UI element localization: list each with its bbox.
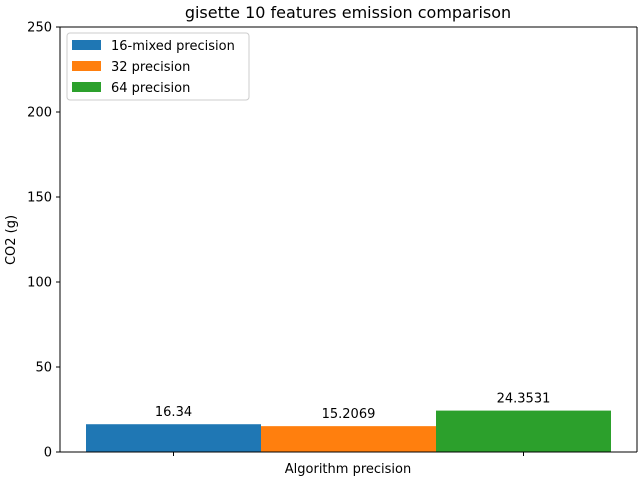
legend: 16-mixed precision 32 precision 64 precisi… (66, 32, 250, 101)
bar-32-precision (261, 426, 436, 452)
bars-group (86, 410, 611, 452)
y-tick-label: 150 (27, 191, 52, 206)
x-axis-ticks (173, 452, 524, 456)
y-tick-label: 0 (44, 446, 52, 461)
legend-label: 16-mixed precision (111, 39, 235, 54)
y-tick-label: 100 (27, 276, 52, 291)
chart-title: gisette 10 features emission comparison (185, 3, 511, 22)
legend-swatch (72, 61, 101, 71)
y-tick-label: 200 (27, 106, 52, 121)
y-axis-label: CO2 (g) (4, 215, 19, 265)
bar-value-label: 15.2069 (322, 407, 376, 422)
legend-swatch (72, 40, 101, 50)
y-axis-ticks: 0 50 100 150 200 250 (27, 21, 60, 461)
legend-swatch (72, 82, 101, 92)
x-axis-label: Algorithm precision (285, 462, 411, 477)
y-tick-label: 250 (27, 21, 52, 36)
legend-label: 32 precision (111, 60, 190, 75)
bar-64-precision (436, 410, 611, 452)
axes-frame (59, 26, 638, 453)
bar-value-label: 16.34 (155, 405, 192, 420)
bar-16-mixed-precision (86, 424, 261, 452)
legend-box (66, 32, 250, 101)
y-tick-label: 50 (35, 361, 52, 376)
bar-value-label: 24.3531 (497, 392, 551, 407)
legend-label: 64 precision (111, 81, 190, 96)
bar-labels-group: 16.34 15.2069 24.3531 (155, 392, 550, 423)
